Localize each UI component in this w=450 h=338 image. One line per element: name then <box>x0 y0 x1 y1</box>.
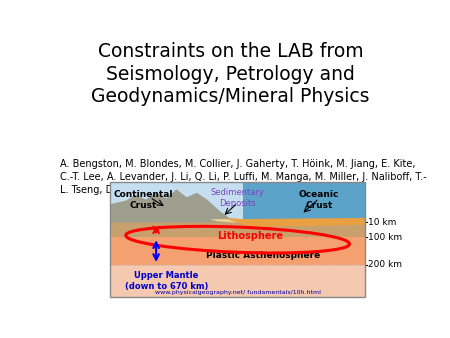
Polygon shape <box>210 219 238 222</box>
Text: Constraints on the LAB from
Seismology, Petrology and
Geodynamics/Mineral Physic: Constraints on the LAB from Seismology, … <box>91 42 370 106</box>
Text: Sedimentary
Deposits: Sedimentary Deposits <box>211 188 265 208</box>
Text: www.physicalgeography.net/ fundamentals/10h.html: www.physicalgeography.net/ fundamentals/… <box>155 290 320 295</box>
Bar <box>110 265 365 297</box>
Bar <box>243 183 365 222</box>
Bar <box>110 222 365 237</box>
Text: Oceanic
Crust: Oceanic Crust <box>299 190 339 210</box>
Text: Lithosphere: Lithosphere <box>217 231 284 241</box>
Bar <box>110 237 365 265</box>
Text: A. Bengston, M. Blondes, M. Collier, J. Gaherty, T. Höink, M. Jiang, E. Kite,
C.: A. Bengston, M. Blondes, M. Collier, J. … <box>60 159 426 195</box>
Text: 200 km: 200 km <box>368 260 402 269</box>
Text: 100 km: 100 km <box>368 233 402 242</box>
Text: Continental
Crust: Continental Crust <box>114 190 173 210</box>
Polygon shape <box>110 189 250 230</box>
Bar <box>110 183 365 297</box>
Text: Upper Mantle
(down to 670 km): Upper Mantle (down to 670 km) <box>125 271 208 291</box>
Polygon shape <box>225 218 365 227</box>
Text: Plastic Asthenosphere: Plastic Asthenosphere <box>206 251 320 260</box>
Text: 10 km: 10 km <box>368 218 396 227</box>
Bar <box>110 183 365 222</box>
